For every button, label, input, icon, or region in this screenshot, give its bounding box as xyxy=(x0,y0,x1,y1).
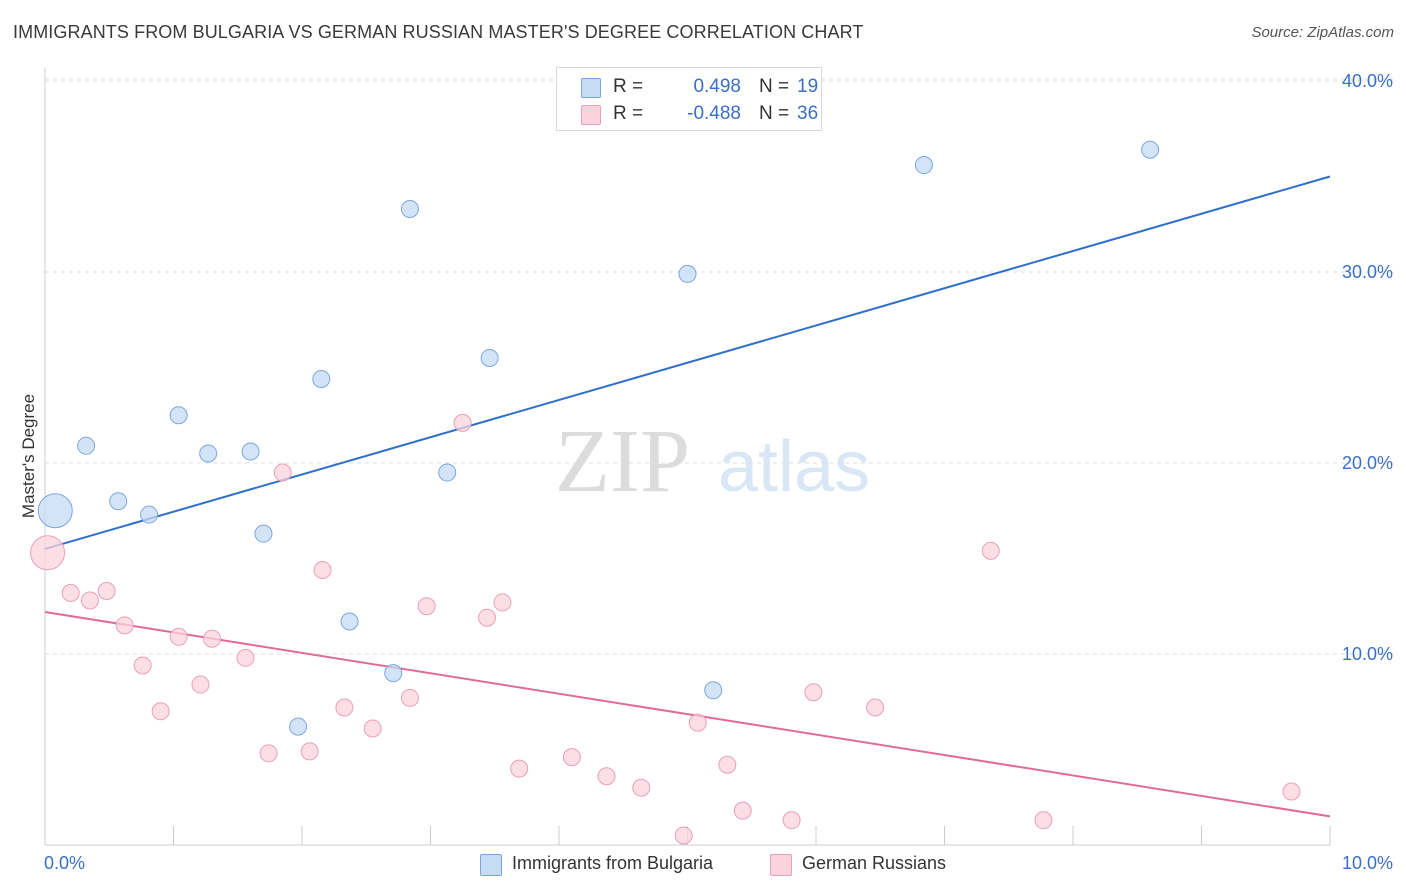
bulgaria-point xyxy=(1141,140,1160,159)
german-russian-point xyxy=(115,616,134,635)
german-russian-point xyxy=(981,541,1000,560)
german-russian-point xyxy=(1282,782,1301,801)
bulgaria-point xyxy=(37,493,73,529)
german-russian-point xyxy=(97,581,116,600)
bulgaria-point xyxy=(199,444,218,463)
y-axis-label: Master's Degree xyxy=(19,394,38,518)
x-tick-label: 10.0% xyxy=(1342,853,1393,873)
stats-swatch-bulgaria xyxy=(581,78,601,98)
stats-n-value: 19 xyxy=(797,76,819,97)
stats-n-value: 36 xyxy=(797,103,819,124)
german-russian-trend-line xyxy=(44,610,1331,818)
bulgaria-point xyxy=(400,199,419,218)
bulgaria-point xyxy=(704,681,723,700)
stats-r-value: -0.488 xyxy=(687,103,741,124)
german-russian-point xyxy=(510,759,529,778)
german-russian-point xyxy=(169,627,188,646)
german-russian-point xyxy=(733,801,752,820)
y-tick-label: 20.0% xyxy=(1342,453,1393,473)
german-russian-point xyxy=(562,748,581,767)
legend-swatch-german-russians xyxy=(770,854,792,876)
german-russian-point xyxy=(1034,811,1053,830)
german-russian-point xyxy=(632,778,651,797)
bulgaria-point xyxy=(480,348,499,367)
x-tick-label: 0.0% xyxy=(44,853,85,873)
german-russian-point xyxy=(688,713,707,732)
gridlines xyxy=(45,78,1395,655)
german-russian-point xyxy=(782,811,801,830)
bulgaria-point xyxy=(340,612,359,631)
german-russian-point xyxy=(300,742,319,761)
legend-swatch-bulgaria xyxy=(480,854,502,876)
legend-label-bulgaria: Immigrants from Bulgaria xyxy=(512,853,714,873)
bulgaria-point xyxy=(289,717,308,736)
german-russian-point xyxy=(597,767,616,786)
bulgaria-point xyxy=(169,406,188,425)
german-russian-point xyxy=(804,683,823,702)
german-russian-point xyxy=(335,698,354,717)
bulgaria-point xyxy=(312,369,331,388)
german-russian-point xyxy=(417,597,436,616)
german-russian-point xyxy=(674,826,693,845)
german-russian-point xyxy=(273,463,292,482)
german-russian-point xyxy=(478,608,497,627)
y-tick-label: 40.0% xyxy=(1342,71,1393,91)
german-russian-point xyxy=(203,629,222,648)
bulgaria-point xyxy=(77,436,96,455)
stats-r-label: R = xyxy=(613,103,644,124)
german-russian-point xyxy=(133,656,152,675)
german-russian-point xyxy=(151,702,170,721)
stats-r-value: 0.498 xyxy=(693,76,741,97)
german-russian-point xyxy=(400,688,419,707)
data-points xyxy=(30,140,1301,845)
stats-box: R = 0.498 N = 19 R = -0.488 N = 36 xyxy=(556,67,822,131)
bulgaria-point xyxy=(438,463,457,482)
german-russian-point xyxy=(30,535,66,571)
bulgaria-point xyxy=(140,505,159,524)
german-russian-point xyxy=(313,560,332,579)
german-russian-point xyxy=(866,698,885,717)
stats-n-label: N = xyxy=(759,103,790,124)
trend-lines xyxy=(44,175,1331,818)
watermark-zip: ZIP xyxy=(555,412,690,511)
bulgaria-point xyxy=(109,492,128,511)
y-tick-label: 10.0% xyxy=(1342,644,1393,664)
source-label: Source: ZipAtlas.com xyxy=(1251,24,1394,41)
german-russian-point xyxy=(453,413,472,432)
german-russian-point xyxy=(80,591,99,610)
stats-swatch-german-russians xyxy=(581,105,601,125)
german-russian-point xyxy=(236,648,255,667)
german-russian-point xyxy=(191,675,210,694)
y-tick-label: 30.0% xyxy=(1342,262,1393,282)
bulgaria-point xyxy=(384,664,403,683)
tick-labels: 10.0% 20.0% 30.0% 40.0% 0.0% 10.0% xyxy=(44,71,1393,873)
chart-title: IMMIGRANTS FROM BULGARIA VS GERMAN RUSSI… xyxy=(13,22,864,42)
bulgaria-point xyxy=(678,264,697,283)
stats-r-label: R = xyxy=(613,76,644,97)
german-russian-point xyxy=(718,755,737,774)
bulgaria-trend-line xyxy=(44,175,1331,550)
legend-label-german-russians: German Russians xyxy=(802,853,947,873)
watermark-atlas: atlas xyxy=(718,427,870,507)
bulgaria-point xyxy=(914,156,933,175)
bulgaria-point xyxy=(241,442,260,461)
bulgaria-point xyxy=(254,524,273,543)
german-russian-point xyxy=(363,719,382,738)
german-russian-point xyxy=(493,593,512,612)
german-russian-point xyxy=(259,744,278,763)
stats-n-label: N = xyxy=(759,76,790,97)
german-russian-point xyxy=(61,583,80,602)
